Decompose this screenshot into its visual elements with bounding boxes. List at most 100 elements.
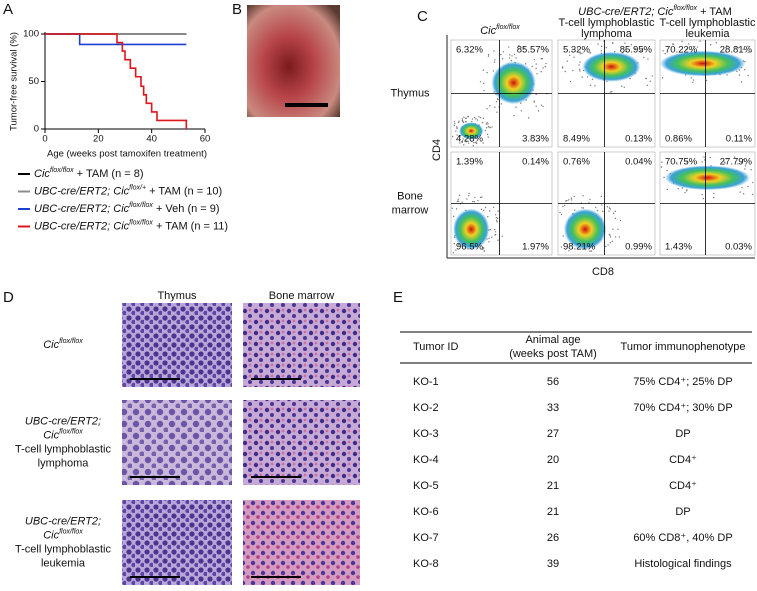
y-tick-label: 0	[34, 124, 39, 135]
flow-dot	[493, 50, 495, 52]
flow-dot	[453, 215, 455, 218]
y-tick-label: 100	[23, 29, 39, 40]
flow-dot	[634, 47, 637, 50]
superscript: flox/flox	[59, 338, 83, 345]
flow-dot	[675, 162, 678, 164]
column-subheader: leukemia	[685, 28, 730, 40]
quadrant-value: 0.13%	[625, 134, 652, 145]
flow-dot	[456, 200, 459, 203]
flow-dot	[687, 43, 690, 45]
table-cell: 21	[547, 506, 559, 518]
quadrant-value: 5.32%	[563, 45, 590, 56]
flow-dot	[609, 242, 612, 244]
table-header: Animal age	[525, 334, 580, 346]
flow-dot	[701, 161, 703, 163]
flow-dot	[483, 82, 485, 84]
flow-dot	[640, 50, 642, 53]
flow-dot	[524, 63, 527, 65]
row-label: Cicflox/flox	[43, 428, 83, 441]
superscript: flox/flox	[496, 24, 520, 31]
flow-dot	[479, 117, 482, 119]
flow-dot	[452, 252, 455, 254]
flow-dot	[531, 65, 533, 68]
flow-dot	[624, 42, 626, 44]
flow-dot	[459, 142, 461, 144]
quadrant-value: 70.75%	[665, 157, 698, 168]
flow-dot	[497, 210, 499, 212]
flow-dot	[589, 52, 591, 54]
flow-dot	[685, 48, 688, 51]
flow-dot	[747, 45, 749, 48]
table-cell: 70% CD4⁺; 30% DP	[633, 402, 732, 414]
flow-dot	[480, 208, 483, 211]
flow-dot	[737, 47, 740, 49]
flow-dot	[461, 141, 463, 144]
flow-dot	[684, 191, 686, 194]
histology-image	[122, 303, 232, 387]
table-cell: 26	[547, 532, 559, 544]
flow-dot	[479, 196, 482, 199]
flow-dot	[750, 50, 752, 53]
flow-dot	[494, 59, 496, 61]
flow-dot	[473, 200, 475, 203]
x-tick-label: 60	[200, 134, 211, 145]
flow-dot	[453, 124, 456, 127]
x-tick-label: 20	[93, 134, 104, 145]
flow-dot	[568, 250, 570, 252]
quadrant-value: 85.95%	[620, 45, 653, 56]
histology-image	[243, 400, 360, 485]
legend-entry: Cicflox/flox + TAM (n = 8)	[34, 167, 144, 180]
flow-dot	[661, 77, 664, 79]
table-cell: KO-5	[413, 480, 439, 492]
italic-text: Cic	[34, 168, 50, 180]
flow-dot	[518, 44, 520, 47]
panel-letter: A	[3, 1, 13, 18]
x-axis-label: Age (weeks post tamoxifen treatment)	[47, 149, 207, 160]
table-cell: KO-3	[413, 428, 439, 440]
flow-dot	[618, 236, 621, 238]
flow-dot	[458, 120, 460, 122]
flow-dot	[591, 78, 594, 81]
flow-dot	[579, 61, 581, 63]
flow-dot	[608, 233, 611, 236]
flow-dot	[487, 55, 490, 57]
flow-dot	[476, 119, 479, 121]
flow-dot	[515, 106, 517, 108]
flow-dot	[491, 236, 493, 238]
flow-dot	[475, 142, 478, 144]
flow-dot	[474, 141, 477, 144]
flow-dot	[573, 195, 576, 198]
flow-dot	[482, 69, 485, 71]
flow-dot	[579, 53, 581, 55]
flow-dot	[747, 74, 749, 77]
flow-dot	[582, 195, 584, 197]
flow-dot	[614, 217, 617, 220]
flow-dot	[612, 228, 614, 230]
flow-dot	[523, 47, 525, 49]
row-label: Bone	[397, 190, 423, 202]
x-axis-label: CD8	[592, 266, 614, 278]
flow-dot	[566, 60, 568, 62]
flow-dot	[457, 121, 460, 124]
flow-dot	[501, 57, 504, 60]
flow-dot	[740, 81, 743, 83]
flow-dot	[617, 228, 619, 231]
flow-dot	[455, 249, 457, 251]
flow-dot	[463, 144, 465, 146]
flow-dot	[540, 71, 542, 73]
flow-dot	[468, 194, 470, 197]
flow-dot	[605, 245, 607, 248]
flow-dot	[487, 123, 489, 125]
flow-dot	[701, 193, 703, 196]
flow-density	[453, 208, 490, 250]
table-cell: KO-4	[413, 454, 439, 466]
flow-dot	[702, 197, 705, 200]
flow-dot	[471, 140, 473, 143]
y-axis-label: CD4	[431, 139, 443, 161]
flow-dot	[477, 199, 479, 202]
flow-dot	[473, 116, 476, 119]
flow-dot	[471, 120, 473, 123]
flow-dot	[462, 138, 464, 140]
flow-dot	[471, 118, 474, 120]
flow-dot	[515, 57, 517, 59]
